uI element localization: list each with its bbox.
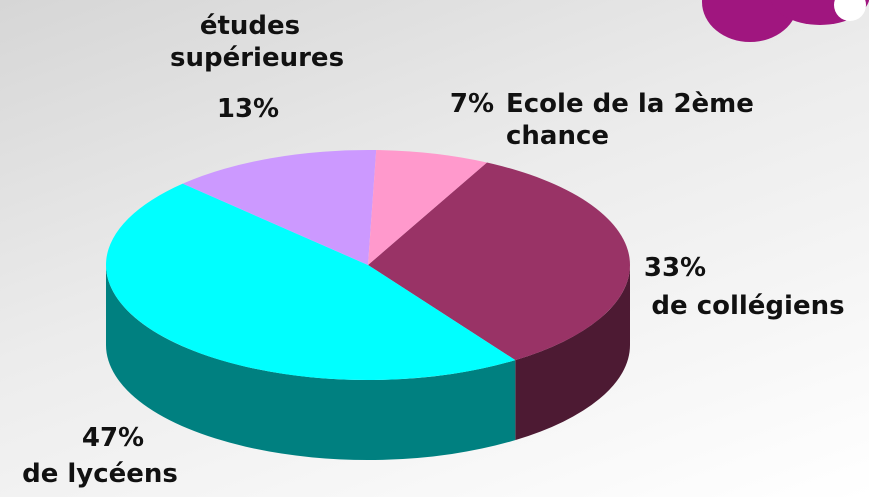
flower-decoration — [702, 0, 869, 42]
slice — [182, 150, 377, 265]
slice — [368, 150, 487, 265]
slice — [368, 162, 630, 361]
value-label: 13% — [216, 94, 280, 124]
value-label: 33% — [643, 253, 707, 283]
value-label: 7% — [449, 89, 495, 119]
category-label: études supérieures — [170, 11, 345, 73]
category-label: de lycéens — [22, 459, 178, 489]
value-label: 47% — [81, 423, 145, 453]
slice — [106, 183, 516, 380]
category-label: de collégiens — [651, 291, 845, 321]
pie — [106, 150, 630, 460]
slice-side — [515, 265, 630, 441]
slice-side — [106, 265, 516, 460]
category-label: Ecole de la 2ème chance — [506, 89, 754, 151]
